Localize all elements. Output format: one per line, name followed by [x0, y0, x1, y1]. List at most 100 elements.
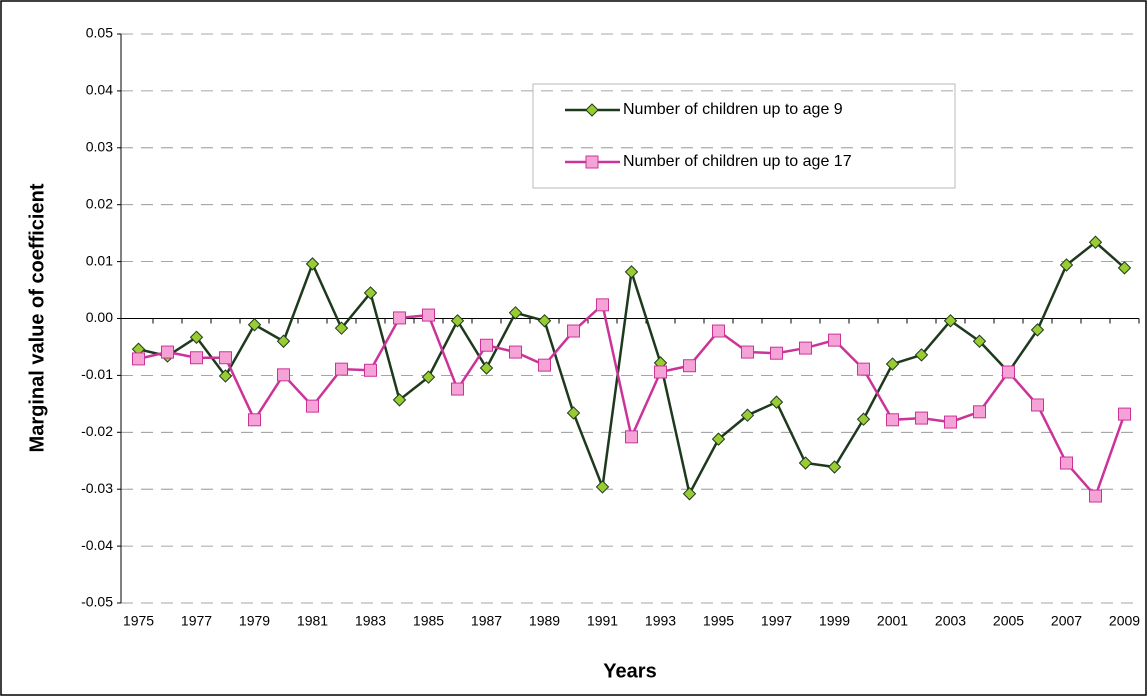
- y-tick-label: -0.03: [81, 480, 113, 496]
- marker: [305, 257, 320, 271]
- marker: [914, 348, 929, 362]
- marker: [393, 311, 406, 325]
- marker: [943, 314, 958, 328]
- y-tick-label: -0.01: [81, 366, 113, 382]
- marker: [189, 330, 204, 344]
- marker: [508, 306, 523, 320]
- marker: [567, 324, 580, 338]
- y-tick-label: 0.04: [86, 82, 113, 98]
- y-tick-label: 0.02: [86, 195, 113, 211]
- marker: [769, 395, 784, 409]
- marker: [770, 346, 783, 360]
- marker: [827, 460, 842, 474]
- marker: [972, 334, 987, 348]
- marker: [1117, 261, 1132, 275]
- marker: [364, 363, 377, 377]
- marker: [538, 358, 551, 372]
- marker: [1088, 235, 1103, 249]
- legend-label: Number of children up to age 17: [623, 153, 852, 170]
- x-tick-label: 2009: [1109, 613, 1140, 629]
- marker: [712, 324, 725, 338]
- x-axis-title: Years: [603, 660, 656, 682]
- y-tick-label: 0.03: [86, 139, 113, 155]
- marker: [306, 399, 319, 413]
- marker: [451, 382, 464, 396]
- marker: [1002, 365, 1015, 379]
- series: [132, 298, 1131, 503]
- marker: [585, 155, 599, 169]
- marker: [566, 406, 581, 420]
- marker: [798, 456, 813, 470]
- marker: [973, 405, 986, 419]
- x-tick-label: 1995: [703, 613, 734, 629]
- marker: [799, 341, 812, 355]
- y-tick-label: 0.00: [86, 309, 113, 325]
- marker: [450, 314, 465, 328]
- marker: [915, 411, 928, 425]
- marker: [161, 345, 174, 359]
- marker: [856, 412, 871, 426]
- legend: Number of children up to age 9 Number of …: [532, 83, 956, 189]
- marker: [363, 286, 378, 300]
- x-tick-label: 2005: [993, 613, 1024, 629]
- legend-box: [532, 83, 956, 189]
- x-tick-label: 1985: [413, 613, 444, 629]
- x-tick-label: 1979: [239, 613, 270, 629]
- x-tick-label: 1975: [123, 613, 154, 629]
- x-tick-label: 1987: [471, 613, 502, 629]
- y-axis-title: Marginal value of coefficient: [26, 183, 48, 452]
- y-tick-label: -0.02: [81, 423, 113, 439]
- marker: [1118, 407, 1131, 421]
- marker: [1031, 398, 1044, 412]
- marker: [740, 408, 755, 422]
- marker: [421, 370, 436, 384]
- marker: [1089, 489, 1102, 503]
- x-tick-label: 2003: [935, 613, 966, 629]
- marker: [1060, 456, 1073, 470]
- marker: [828, 333, 841, 347]
- marker: [509, 345, 522, 359]
- marker: [248, 413, 261, 427]
- marker: [1059, 258, 1074, 272]
- marker: [944, 415, 957, 429]
- marker: [335, 362, 348, 376]
- y-tick-label: 0.01: [86, 252, 113, 268]
- marker: [247, 318, 262, 332]
- marker: [392, 393, 407, 407]
- marker: [624, 265, 639, 279]
- marker: [277, 368, 290, 382]
- legend-label: Number of children up to age 9: [623, 101, 843, 118]
- marker: [741, 345, 754, 359]
- x-tick-label: 2001: [877, 613, 908, 629]
- x-tick-label: 1983: [355, 613, 386, 629]
- x-tick-label: 1989: [529, 613, 560, 629]
- marker: [585, 103, 599, 117]
- marker: [711, 432, 726, 446]
- y-tick-label: 0.05: [86, 25, 113, 41]
- marker: [190, 351, 203, 365]
- marker: [537, 314, 552, 328]
- marker: [857, 362, 870, 376]
- marker: [596, 298, 609, 312]
- marker: [683, 359, 696, 373]
- x-tick-label: 1981: [297, 613, 328, 629]
- x-tick-label: 1977: [181, 613, 212, 629]
- marker: [219, 351, 232, 365]
- marker: [595, 480, 610, 494]
- marker: [682, 487, 697, 501]
- x-tick-label: 1997: [761, 613, 792, 629]
- marker: [886, 413, 899, 427]
- marker: [334, 321, 349, 335]
- x-tick-label: 1991: [587, 613, 618, 629]
- x-tick-label: 2007: [1051, 613, 1082, 629]
- marker: [218, 369, 233, 383]
- marker: [480, 338, 493, 352]
- x-tick-label: 1993: [645, 613, 676, 629]
- marker: [276, 334, 291, 348]
- marker: [422, 308, 435, 322]
- y-tick-label: -0.04: [81, 537, 113, 553]
- marker: [479, 361, 494, 375]
- x-tick-label: 1999: [819, 613, 850, 629]
- marker: [1030, 323, 1045, 337]
